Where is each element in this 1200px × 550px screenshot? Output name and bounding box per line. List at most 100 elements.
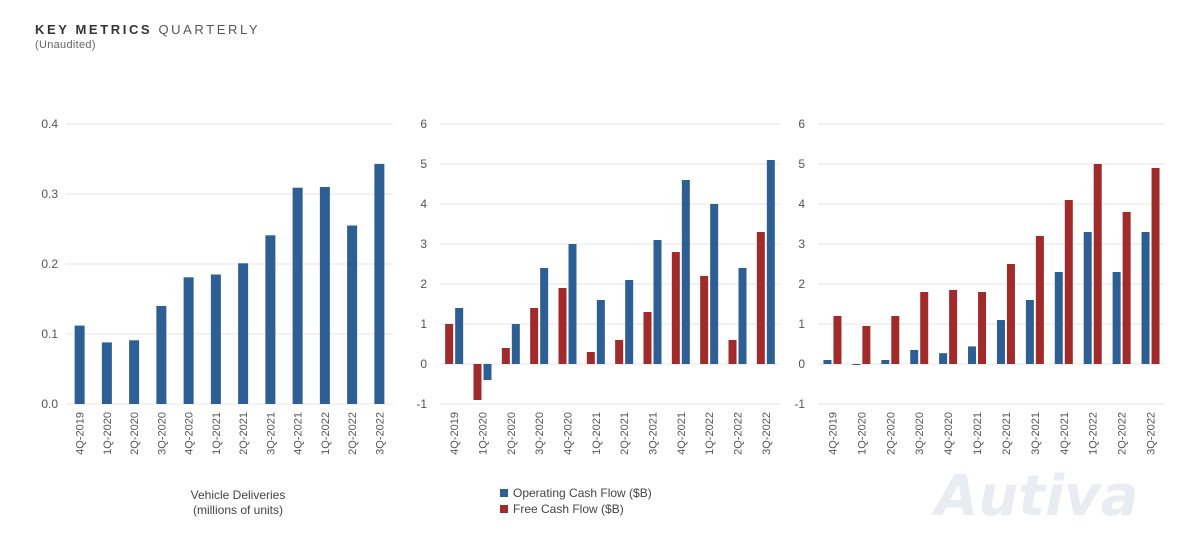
x-tick-label: 2Q-2020 [129, 412, 141, 455]
bar-free-cash-flow-b- [586, 352, 595, 364]
x-tick-label: 1Q-2020 [102, 412, 114, 455]
x-tick-label: 3Q-2020 [914, 412, 926, 455]
bar-series-1 [1054, 272, 1063, 364]
bar-series-2 [1035, 236, 1044, 364]
x-tick-label: 2Q-2022 [733, 412, 745, 455]
legend-label: Free Cash Flow ($B) [513, 502, 624, 516]
bar-operating-cash-flow-b- [568, 244, 577, 364]
bar-series-1 [101, 342, 112, 404]
x-tick-label: 3Q-2020 [156, 412, 168, 455]
y-tick-label: 0.4 [41, 117, 58, 131]
bar-series-1 [210, 274, 221, 404]
bar-operating-cash-flow-b- [710, 204, 719, 364]
x-tick-label: 1Q-2022 [704, 412, 716, 455]
bar-series-1 [1025, 300, 1034, 364]
x-tick-label: 1Q-2021 [972, 412, 984, 455]
x-tick-label: 1Q-2020 [856, 412, 868, 455]
legend-swatch [500, 505, 508, 513]
bar-free-cash-flow-b- [700, 276, 709, 364]
y-tick-label: 0.1 [41, 327, 58, 341]
bar-series-2 [833, 316, 842, 364]
y-tick-label: 5 [420, 157, 427, 171]
watermark-logo: Autiva [931, 464, 1138, 529]
y-tick-label: 0.2 [41, 257, 58, 271]
bar-series-1 [156, 306, 167, 404]
page-title-bold: KEY METRICS [35, 22, 153, 37]
bar-series-2 [891, 316, 900, 364]
bar-series-2 [1122, 212, 1131, 364]
bar-free-cash-flow-b- [728, 340, 737, 364]
x-tick-label: 3Q-2020 [534, 412, 546, 455]
bar-series-1 [183, 277, 194, 404]
bar-operating-cash-flow-b- [681, 180, 690, 364]
bar-series-1 [1083, 232, 1092, 364]
bar-operating-cash-flow-b- [596, 300, 605, 364]
bar-series-2 [920, 292, 929, 364]
bar-free-cash-flow-b- [756, 232, 765, 364]
bar-free-cash-flow-b- [558, 288, 567, 364]
bar-series-2 [862, 326, 871, 364]
page-header: KEY METRICS QUARTERLY (Unaudited) [35, 22, 260, 51]
bar-series-2 [1006, 264, 1015, 364]
x-tick-label: 2Q-2021 [619, 412, 631, 455]
y-tick-label: -1 [794, 397, 805, 411]
y-tick-label: 1 [420, 317, 427, 331]
x-tick-label: 4Q-2020 [563, 412, 575, 455]
x-tick-label: 4Q-2020 [943, 412, 955, 455]
x-tick-label: 2Q-2021 [238, 412, 250, 455]
bar-free-cash-flow-b- [530, 308, 539, 364]
x-tick-label: 3Q-2021 [648, 412, 660, 455]
bar-series-2 [949, 290, 958, 364]
y-tick-label: 5 [798, 157, 805, 171]
bar-series-1 [238, 263, 249, 404]
bar-free-cash-flow-b- [615, 340, 624, 364]
y-tick-label: 4 [798, 197, 805, 211]
x-tick-label: 3Q-2022 [1146, 412, 1158, 455]
bar-series-1 [129, 340, 140, 404]
chart-1: 0.0 0.1 0.2 0.3 0.4 4Q-2019 1Q-2020 2Q-2020 3Q-2… [41, 117, 393, 517]
y-tick-label: 2 [420, 277, 427, 291]
bar-operating-cash-flow-b- [483, 364, 492, 380]
bar-series-1 [347, 225, 358, 404]
y-tick-label: 0.0 [41, 397, 58, 411]
bar-free-cash-flow-b- [501, 348, 510, 364]
x-tick-label: 1Q-2022 [1088, 412, 1100, 455]
y-tick-label: 0.3 [41, 187, 58, 201]
bar-series-1 [823, 360, 832, 364]
x-tick-label: 3Q-2022 [374, 412, 386, 455]
y-tick-label: 3 [798, 237, 805, 251]
x-axis-label: Vehicle Deliveries [191, 488, 286, 502]
x-tick-label: 3Q-2021 [1030, 412, 1042, 455]
x-tick-label: 2Q-2022 [1117, 412, 1129, 455]
x-tick-label: 4Q-2019 [75, 412, 87, 455]
x-tick-label: 4Q-2019 [449, 412, 461, 455]
bar-operating-cash-flow-b- [625, 280, 634, 364]
y-tick-label: 0 [420, 357, 427, 371]
bar-operating-cash-flow-b- [511, 324, 520, 364]
chart-3: -1 0 1 2 3 4 5 6 4Q-2019 1Q-2020 2Q-2020 3Q-2020 4Q-… [794, 117, 1165, 455]
bar-series-1 [910, 350, 919, 364]
page-subtitle: (Unaudited) [35, 39, 96, 51]
bar-series-1 [1141, 232, 1150, 364]
bar-series-1 [881, 360, 890, 364]
bar-operating-cash-flow-b- [653, 240, 662, 364]
bar-free-cash-flow-b- [643, 312, 652, 364]
bar-series-1 [292, 187, 303, 404]
y-tick-label: -1 [416, 397, 427, 411]
y-tick-label: 4 [420, 197, 427, 211]
bar-operating-cash-flow-b- [455, 308, 464, 364]
y-tick-label: 3 [420, 237, 427, 251]
bar-series-1 [374, 163, 385, 404]
y-tick-label: 6 [798, 117, 805, 131]
x-tick-label: 3Q-2021 [265, 412, 277, 455]
x-tick-label: 1Q-2021 [591, 412, 603, 455]
bar-series-1 [939, 353, 948, 364]
bar-series-1 [852, 364, 861, 365]
bar-operating-cash-flow-b- [540, 268, 549, 364]
x-tick-label: 1Q-2022 [320, 412, 332, 455]
bar-series-2 [1151, 168, 1160, 364]
x-tick-label: 2Q-2021 [1001, 412, 1013, 455]
x-tick-label: 1Q-2020 [478, 412, 490, 455]
bar-series-1 [319, 187, 330, 404]
